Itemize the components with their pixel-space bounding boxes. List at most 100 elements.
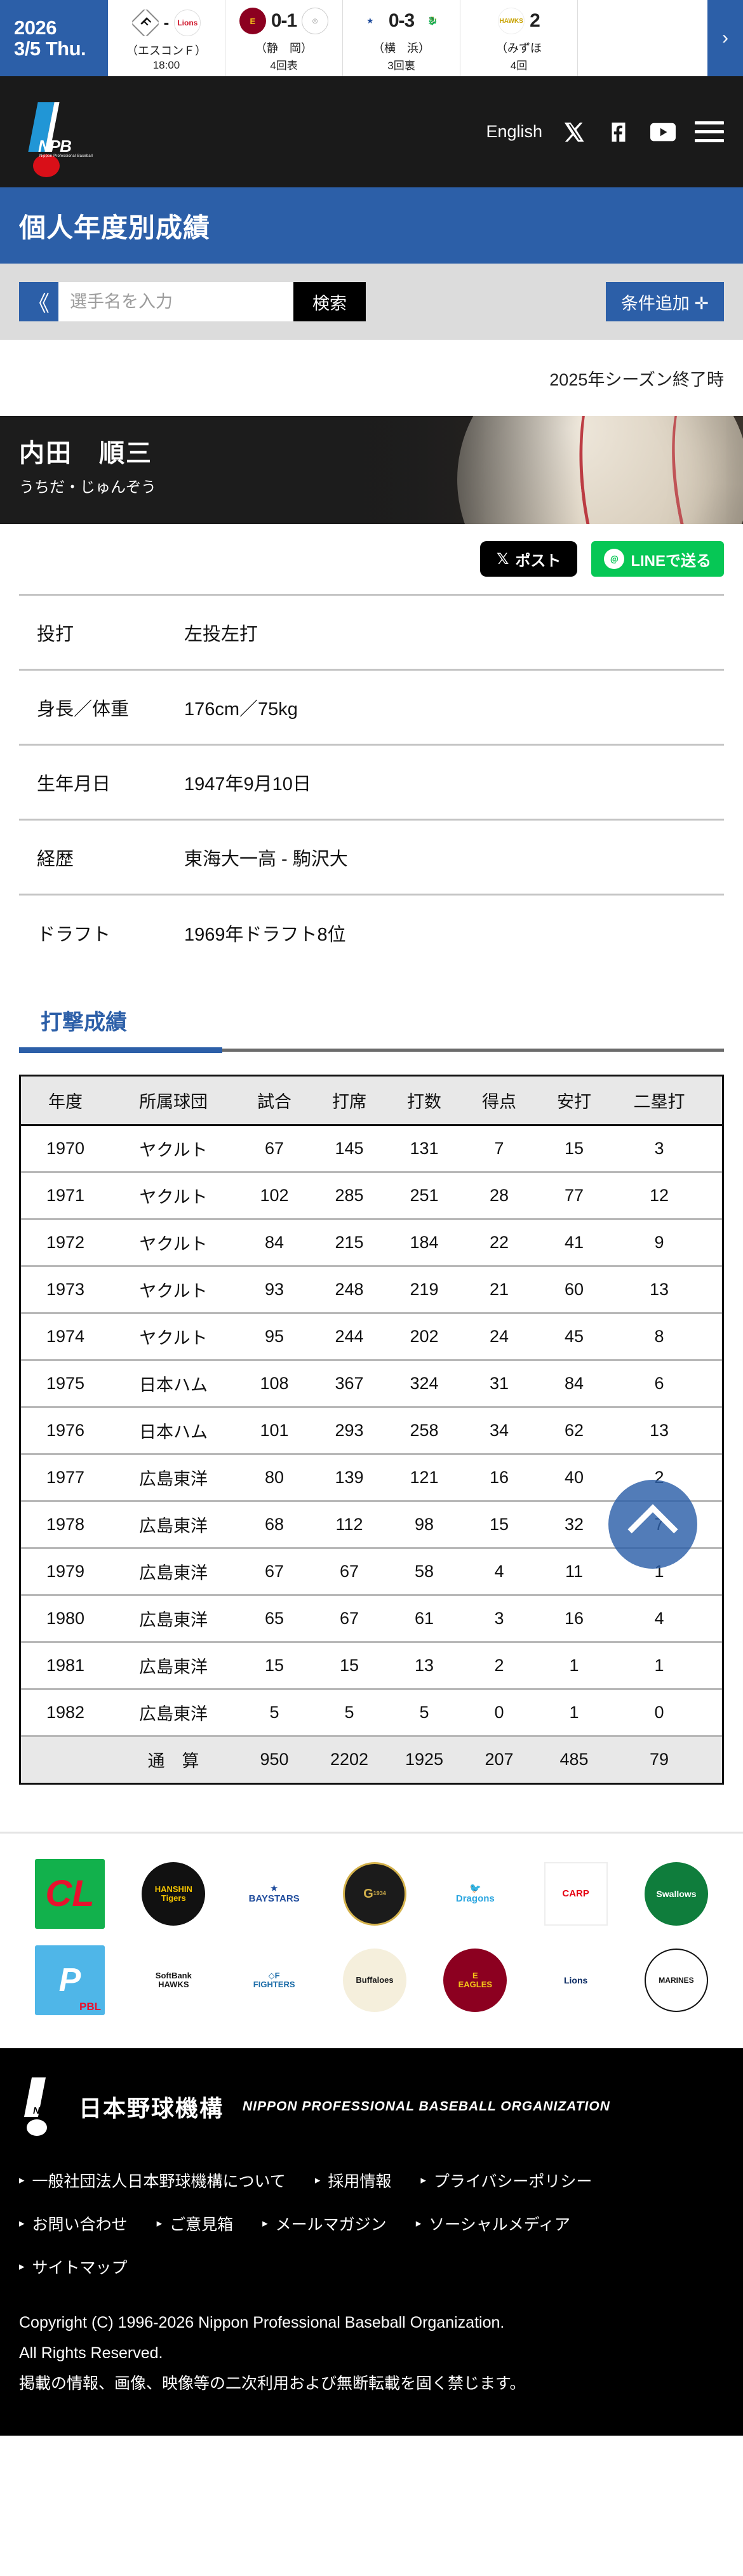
table-cell: 5 xyxy=(387,1689,462,1737)
hamburger-menu-icon[interactable] xyxy=(695,121,724,142)
footer-org-name-en: NIPPON PROFESSIONAL BASEBALL ORGANIZATIO… xyxy=(243,2099,610,2114)
orix-buffaloes-logo-icon[interactable]: Buffaloes xyxy=(342,1949,406,2012)
npb-logo[interactable]: NPB Nippon Professional Baseball xyxy=(19,98,95,177)
col-team: 所属球団 xyxy=(110,1077,237,1126)
chunichi-dragons-logo-icon[interactable]: 🐦 Dragons xyxy=(443,1862,507,1926)
table-total-cell: 485 xyxy=(537,1734,612,1783)
tab-batting-stats[interactable]: 打撃成績 xyxy=(41,1010,127,1035)
fukuoka-softbank-hawks-logo-icon[interactable]: SoftBank HAWKS xyxy=(142,1949,206,2012)
share-x-button[interactable]: 𝕏 ポスト xyxy=(479,541,578,577)
youtube-icon[interactable] xyxy=(650,119,676,145)
yokohama-dena-baystars-logo-icon[interactable]: ★ BAYSTARS xyxy=(242,1862,306,1926)
scoreboard-day: 3/5 Thu. xyxy=(14,37,86,60)
chevron-right-icon: ▸ xyxy=(19,2174,25,2186)
chevron-right-icon: ▸ xyxy=(156,2217,163,2229)
game-1-status: 18:00 xyxy=(152,58,180,71)
scoreboard-game-3[interactable]: ★ 0-3 🐉 （横 浜） 3回裏 xyxy=(343,0,460,76)
scoreboard-strip[interactable]: 2026 3/5 Thu. - Lions （エスコンＦ） 18:00 E 0-… xyxy=(0,0,743,76)
footer-link[interactable]: ▸ 一般社団法人日本野球機構について xyxy=(19,2169,286,2192)
table-cell: 15 xyxy=(237,1642,312,1690)
footer-link-label: ソーシャルメディア xyxy=(429,2216,570,2234)
site-footer: NPB 日本野球機構 NIPPON PROFESSIONAL BASEBALL … xyxy=(0,2048,743,2436)
search-bar: 《 検索 条件追加 ✛ xyxy=(0,264,743,340)
table-cell: 108 xyxy=(237,1360,312,1408)
table-cell: 1978 xyxy=(21,1501,110,1549)
table-cell: 67 xyxy=(312,1595,387,1643)
table-cell: 1975 xyxy=(21,1360,110,1408)
scoreboard-game-4[interactable]: HAWKS 2 （みずほ 4回 xyxy=(460,0,578,76)
footer-link-label: メールマガジン xyxy=(275,2216,387,2234)
table-cell: 101 xyxy=(237,1407,312,1455)
x-icon[interactable] xyxy=(561,119,587,145)
table-cell: 84 xyxy=(537,1360,612,1408)
game-3-status: 3回裏 xyxy=(387,60,415,72)
table-cell: 84 xyxy=(237,1219,312,1267)
table-cell: 16 xyxy=(537,1595,612,1643)
scoreboard-game-2[interactable]: E 0-1 ◎ （静 岡） 4回表 xyxy=(225,0,343,76)
central-league-logo-icon[interactable]: CL xyxy=(35,1859,105,1929)
pacific-league-logo-icon[interactable]: P PBL xyxy=(35,1945,105,2015)
col-runs: 得点 xyxy=(462,1077,537,1126)
table-cell xyxy=(707,1266,722,1314)
footer-link[interactable]: ▸ ご意見箱 xyxy=(157,2212,234,2235)
table-cell: 3 xyxy=(612,1125,707,1173)
table-total-cell xyxy=(21,1734,110,1783)
footer-link[interactable]: ▸ ソーシャルメディア xyxy=(416,2212,570,2235)
scroll-to-top-button[interactable] xyxy=(608,1480,697,1569)
eagles-logo-icon: E xyxy=(239,8,266,34)
table-cell: 215 xyxy=(312,1219,387,1267)
yomiuri-giants-logo-icon[interactable]: G 1934 xyxy=(342,1862,406,1926)
search-button[interactable]: 検索 xyxy=(293,282,366,321)
col-doubles: 二塁打 xyxy=(612,1077,707,1126)
chevron-right-icon: ▸ xyxy=(262,2217,268,2229)
player-name-search-input[interactable] xyxy=(58,282,293,321)
npb-logo-text: NPB xyxy=(38,137,72,156)
table-row: 1981 広島東洋 15 15 13 2 1 1 xyxy=(21,1642,722,1690)
table-cell xyxy=(707,1642,722,1690)
table-cell: 13 xyxy=(612,1407,707,1455)
table-cell: 日本ハム xyxy=(110,1407,237,1455)
footer-link[interactable]: ▸ メールマガジン xyxy=(262,2212,387,2235)
share-line-label: LINEで送る xyxy=(631,552,711,570)
footer-link[interactable]: ▸ 採用情報 xyxy=(315,2169,392,2192)
footer-brand[interactable]: NPB 日本野球機構 NIPPON PROFESSIONAL BASEBALL … xyxy=(19,2077,724,2136)
chiba-lotte-marines-logo-icon[interactable]: MARINES xyxy=(644,1949,708,2012)
table-cell: 1972 xyxy=(21,1219,110,1267)
footer-link[interactable]: ▸ プライバシーポリシー xyxy=(420,2169,592,2192)
table-cell: 98 xyxy=(387,1501,462,1549)
table-cell: 4 xyxy=(462,1548,537,1596)
profile-row: 身長／体重 176cm／75kg xyxy=(19,671,724,746)
game-4-stadium: （みずほ xyxy=(496,42,542,55)
chevron-right-icon: ▸ xyxy=(420,2174,426,2186)
hanshin-tigers-logo-icon[interactable]: HANSHIN Tigers xyxy=(142,1862,206,1926)
footer-link[interactable]: ▸ お問い合わせ xyxy=(19,2212,128,2235)
collapse-panel-button[interactable]: 《 xyxy=(19,282,58,321)
stats-table-scroller[interactable]: 年度 所属球団 試合 打席 打数 得点 安打 二塁打 三 1970ヤクルト671… xyxy=(19,1075,724,1785)
table-cell: 1982 xyxy=(21,1689,110,1737)
table-cell: 広島東洋 xyxy=(110,1595,237,1643)
hokkaido-nippon-ham-fighters-logo-icon[interactable]: ◇F FIGHTERS xyxy=(242,1949,306,2012)
table-cell xyxy=(707,1172,722,1220)
saitama-seibu-lions-logo-icon[interactable]: Lions xyxy=(544,1949,608,2012)
table-cell: 58 xyxy=(387,1548,462,1596)
tokyo-yakult-swallows-logo-icon[interactable]: Swallows xyxy=(644,1862,708,1926)
table-cell: 21 xyxy=(462,1266,537,1314)
facebook-icon[interactable] xyxy=(606,119,631,145)
table-cell: 広島東洋 xyxy=(110,1548,237,1596)
footer-link[interactable]: ▸ サイトマップ xyxy=(19,2255,128,2278)
hiroshima-toyo-carp-logo-icon[interactable]: CARP xyxy=(544,1862,608,1926)
table-cell: 1 xyxy=(537,1689,612,1737)
table-cell: ヤクルト xyxy=(110,1219,237,1267)
tohoku-rakuten-golden-eagles-logo-icon[interactable]: E EAGLES xyxy=(443,1949,507,2012)
table-cell xyxy=(707,1595,722,1643)
line-bubble-icon: ＠ xyxy=(604,549,625,569)
scoreboard-game-1[interactable]: - Lions （エスコンＦ） 18:00 xyxy=(108,0,225,76)
tab-active-indicator xyxy=(19,1047,222,1053)
language-switch-english[interactable]: English xyxy=(486,122,542,141)
table-cell: 15 xyxy=(312,1642,387,1690)
table-cell xyxy=(707,1548,722,1596)
share-line-button[interactable]: ＠ LINEで送る xyxy=(591,541,724,577)
add-condition-button[interactable]: 条件追加 ✛ xyxy=(605,282,724,321)
fish-logo-icon: ◎ xyxy=(302,8,329,34)
scoreboard-next-arrow-icon[interactable]: › xyxy=(707,0,743,76)
